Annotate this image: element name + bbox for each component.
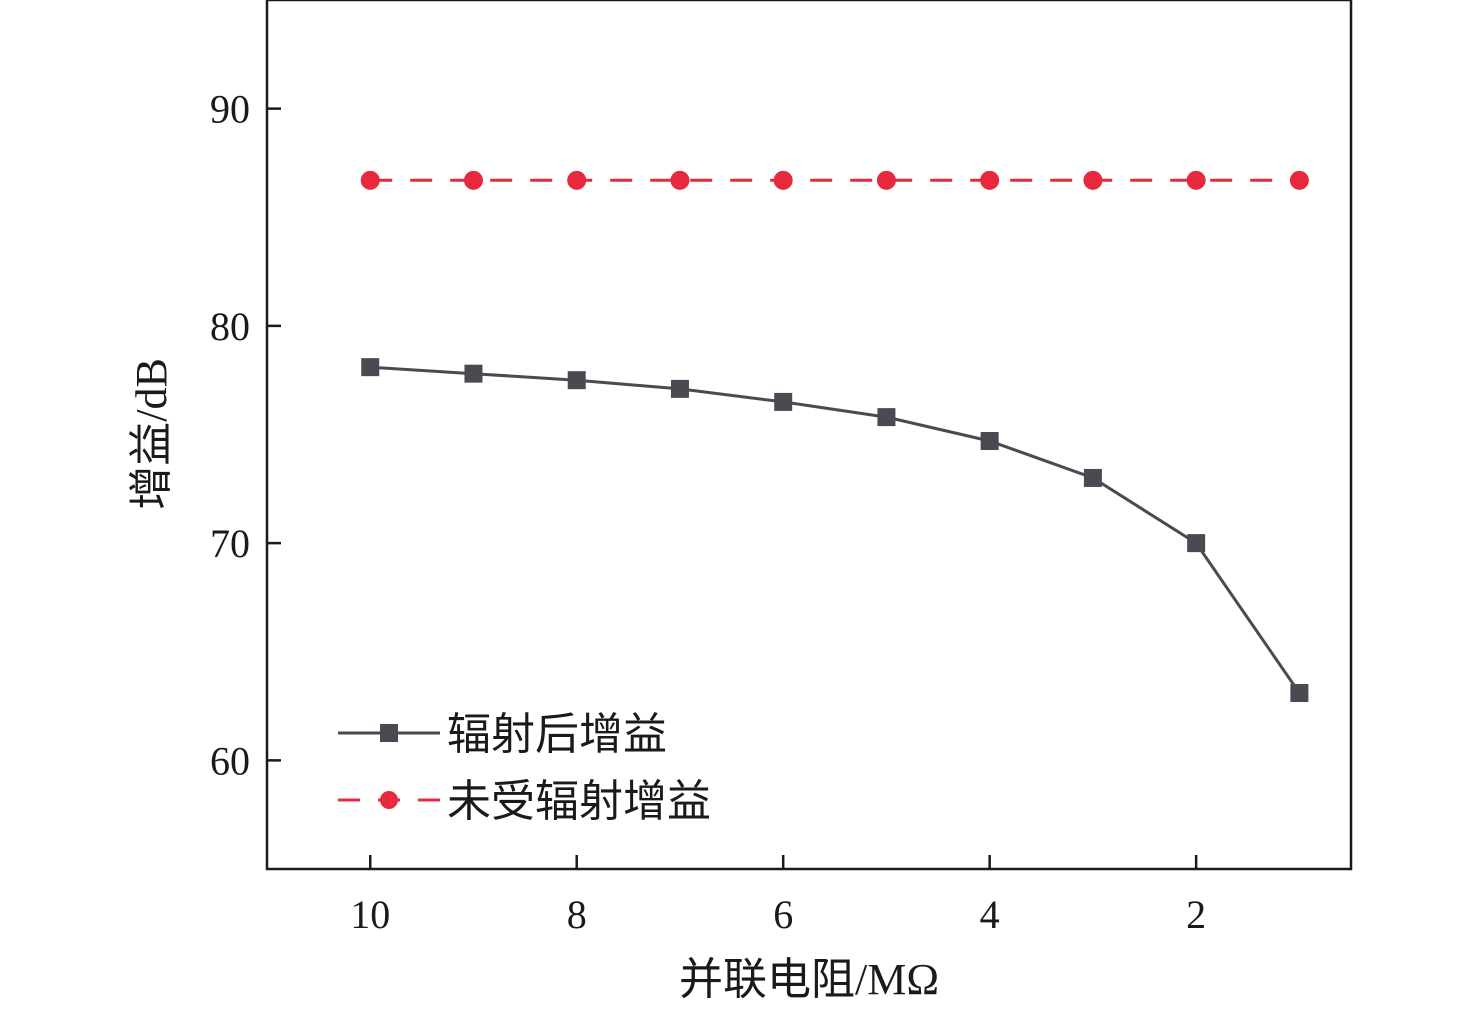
data-point [1289, 170, 1309, 190]
series-line [370, 365, 1301, 694]
data-point [360, 170, 380, 190]
data-point [980, 432, 999, 451]
x-axis-label: 并联电阻/MΩ [679, 955, 939, 1004]
x-tick-label: 2 [1186, 892, 1206, 937]
data-point [464, 364, 483, 383]
x-axis-ticks: 10 8 6 4 2 [350, 855, 1206, 937]
x-tick-label: 10 [350, 892, 390, 937]
x-tick-label: 4 [980, 892, 1000, 937]
data-point [670, 379, 689, 398]
legend: 辐射后增益 未受辐射增益 [338, 710, 711, 826]
data-point [876, 170, 896, 190]
series-layer [360, 170, 1309, 703]
data-point [773, 170, 793, 190]
data-point [567, 371, 586, 390]
data-point [1290, 684, 1309, 703]
data-point [567, 170, 587, 190]
x-tick-label: 8 [567, 892, 587, 937]
y-tick-label: 70 [210, 521, 250, 566]
data-point [980, 170, 1000, 190]
data-point [1187, 534, 1206, 553]
data-point [1186, 170, 1206, 190]
data-point [463, 170, 483, 190]
x-tick-label: 6 [773, 892, 793, 937]
legend-marker-radiated [380, 724, 398, 742]
data-point [774, 392, 793, 411]
plot-frame [265, 0, 1353, 871]
y-axis-label: 增益/dB [127, 358, 176, 510]
legend-label-radiated: 辐射后增益 [447, 710, 667, 759]
y-tick-label: 90 [210, 87, 250, 132]
legend-label-unradiated: 未受辐射增益 [447, 777, 711, 826]
y-tick-label: 80 [210, 304, 250, 349]
data-point [361, 358, 380, 377]
legend-marker-unradiated [380, 791, 398, 809]
data-point [1083, 468, 1102, 487]
legend-item-unradiated: 未受辐射增益 [338, 777, 711, 826]
y-axis-ticks: 60 70 80 90 [210, 87, 281, 783]
data-point [877, 408, 896, 427]
data-point [1083, 170, 1103, 190]
data-point [670, 170, 690, 190]
legend-item-radiated: 辐射后增益 [338, 710, 667, 759]
y-tick-label: 60 [210, 738, 250, 783]
